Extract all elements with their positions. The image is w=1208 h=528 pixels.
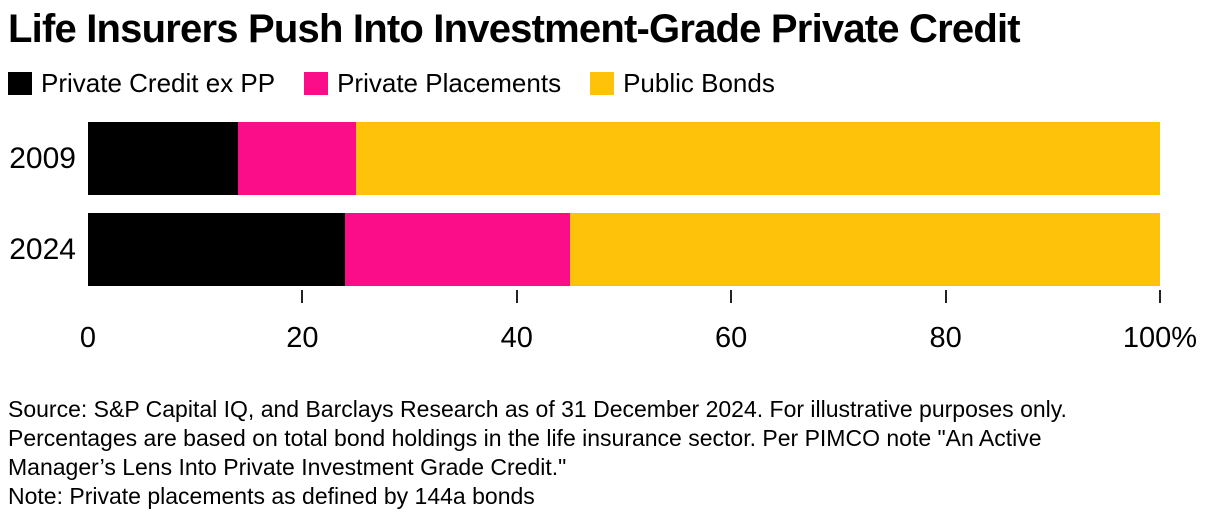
plot-area: 2009 2024 0 20 40 60 80 100%: [9, 122, 1197, 355]
bar-row: 2009: [9, 122, 1160, 195]
legend-swatch-icon: [304, 71, 329, 95]
x-axis-tick-mark: [301, 290, 304, 303]
legend-item: Private Credit ex PP: [8, 68, 275, 98]
source-note: Source: S&P Capital IQ, and Barclays Res…: [8, 395, 1208, 511]
legend-item: Public Bonds: [590, 68, 775, 98]
x-axis-tick-label: 80: [929, 322, 962, 354]
legend: Private Credit ex PP Private Placements Pu…: [8, 68, 1208, 98]
x-axis-tick-label: 100%: [1122, 322, 1198, 354]
legend-item-label: Private Placements: [337, 68, 562, 98]
bar-segment: [88, 122, 239, 195]
x-axis-tick-labels: 0 20 40 60 80 100%: [80, 321, 1197, 355]
x-axis-tick-label: 40: [500, 322, 533, 354]
legend-swatch-icon: [590, 71, 615, 95]
x-axis-tick-mark: [1159, 290, 1161, 303]
source-note-line: Manager’s Lens Into Private Investment G…: [8, 454, 567, 480]
bar-segment: [570, 213, 1160, 286]
bar-segment: [355, 122, 1160, 195]
category-label: 2009: [9, 141, 76, 175]
source-note-line: Percentages are based on total bond hold…: [8, 425, 1042, 451]
source-note-line: Note: Private placements as defined by 1…: [8, 483, 535, 509]
x-axis-tick-label: 20: [286, 322, 319, 354]
bar-row: 2024: [9, 213, 1160, 286]
x-axis-tick-mark: [944, 290, 947, 303]
x-axis-tick-mark: [515, 290, 518, 303]
legend-swatch-icon: [8, 71, 32, 95]
x-axis-tick-label: 60: [715, 322, 748, 354]
chart-title: Life Insurers Push Into Investment-Grade…: [8, 7, 1021, 51]
legend-item: Private Placements: [304, 68, 561, 98]
legend-item-label: Private Credit ex PP: [41, 68, 276, 98]
chart-container: Life Insurers Push Into Investment-Grade…: [0, 6, 1208, 528]
bar-segment: [88, 213, 346, 286]
x-axis-tick-mark: [730, 290, 733, 303]
bar-group: 2009 2024: [9, 122, 1160, 286]
legend-item-label: Public Bonds: [623, 68, 775, 98]
bar-segment: [238, 122, 356, 195]
source-note-line: Source: S&P Capital IQ, and Barclays Res…: [8, 396, 1067, 422]
x-axis-ticks: [88, 290, 1161, 303]
bar-segment: [345, 213, 571, 286]
x-axis-tick-label: 0: [79, 322, 97, 354]
category-label: 2024: [9, 232, 76, 266]
